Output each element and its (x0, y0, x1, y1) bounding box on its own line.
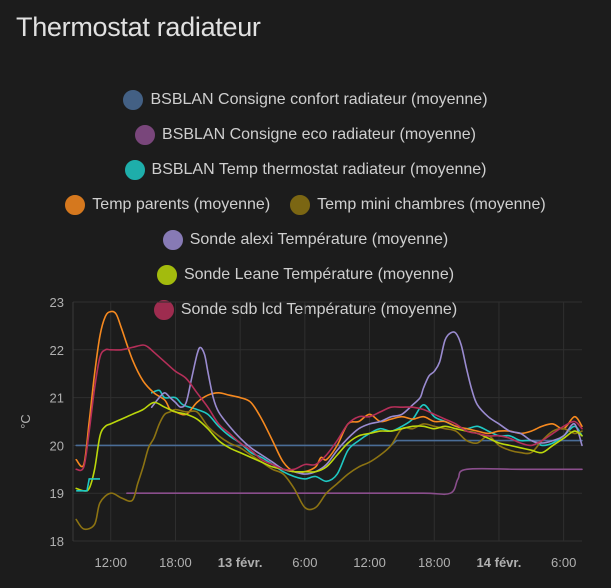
y-tick-label: 21 (50, 391, 64, 406)
y-tick-label: 20 (50, 438, 64, 453)
legend-item[interactable]: Temp mini chambres (moyenne) (290, 193, 546, 216)
x-tick-label: 12:00 (353, 555, 386, 570)
legend-item[interactable]: Temp parents (moyenne) (65, 193, 270, 216)
legend-label: BSBLAN Consigne eco radiateur (moyenne) (162, 125, 476, 143)
x-tick-label: 18:00 (159, 555, 192, 570)
legend-item[interactable]: BSBLAN Temp thermostat radiateur (moyenn… (124, 158, 487, 181)
legend-swatch (65, 194, 86, 215)
legend-swatch (153, 299, 174, 320)
legend-swatch (135, 124, 156, 145)
x-tick-label: 18:00 (418, 555, 451, 570)
legend-label: BSBLAN Consigne confort radiateur (moyen… (150, 90, 488, 108)
legend-label: Temp mini chambres (moyenne) (317, 195, 546, 213)
x-tick-label: 14 févr. (477, 555, 522, 570)
y-tick-label: 19 (50, 486, 64, 501)
series-line (75, 408, 583, 531)
legend-swatch (124, 159, 145, 180)
legend-label: Temp parents (moyenne) (92, 195, 271, 213)
legend-swatch (123, 89, 144, 110)
x-tick-label: 6:00 (292, 555, 317, 570)
x-tick-label: 6:00 (551, 555, 576, 570)
x-tick-label: 12:00 (94, 555, 127, 570)
x-tick-label: 13 févr. (218, 555, 263, 570)
legend-label: Sonde alexi Température (moyenne) (189, 230, 449, 248)
series-line (150, 331, 583, 475)
y-tick-label: 18 (50, 534, 64, 549)
series-line (75, 439, 583, 447)
legend-swatch (290, 194, 311, 215)
card-title: Thermostat radiateur (16, 12, 261, 42)
x-axis: 12:00 18:00 13 févr. 6:00 12:00 18:00 14 févr.… (94, 555, 576, 570)
legend-swatch (162, 229, 183, 250)
legend-label: Sonde sdb lcd Température (moyenne) (180, 300, 458, 318)
series-line (150, 389, 583, 483)
legend-label: BSBLAN Temp thermostat radiateur (moyenn… (151, 160, 487, 178)
legend-item[interactable]: BSBLAN Consigne confort radiateur (moyen… (123, 88, 488, 111)
y-axis-label: °C (18, 414, 33, 429)
series-line (75, 344, 583, 472)
legend-item[interactable]: Sonde alexi Température (moyenne) (162, 228, 449, 251)
series-line (76, 478, 100, 492)
legend-item[interactable]: BSBLAN Consigne eco radiateur (moyenne) (135, 123, 476, 146)
legend-item[interactable]: Sonde sdb lcd Température (moyenne) (153, 298, 458, 321)
legend-label: Sonde Leane Température (moyenne) (183, 265, 455, 283)
chart-legend: BSBLAN Consigne confort radiateur (moyen… (0, 88, 611, 321)
legend-swatch (156, 264, 177, 285)
y-tick-label: 22 (50, 343, 64, 358)
series-line (126, 467, 583, 496)
chart-series (75, 310, 583, 531)
legend-item[interactable]: Sonde Leane Température (moyenne) (156, 263, 455, 286)
chart-grid (72, 301, 582, 542)
series-line (75, 401, 583, 492)
series-line (75, 310, 583, 474)
